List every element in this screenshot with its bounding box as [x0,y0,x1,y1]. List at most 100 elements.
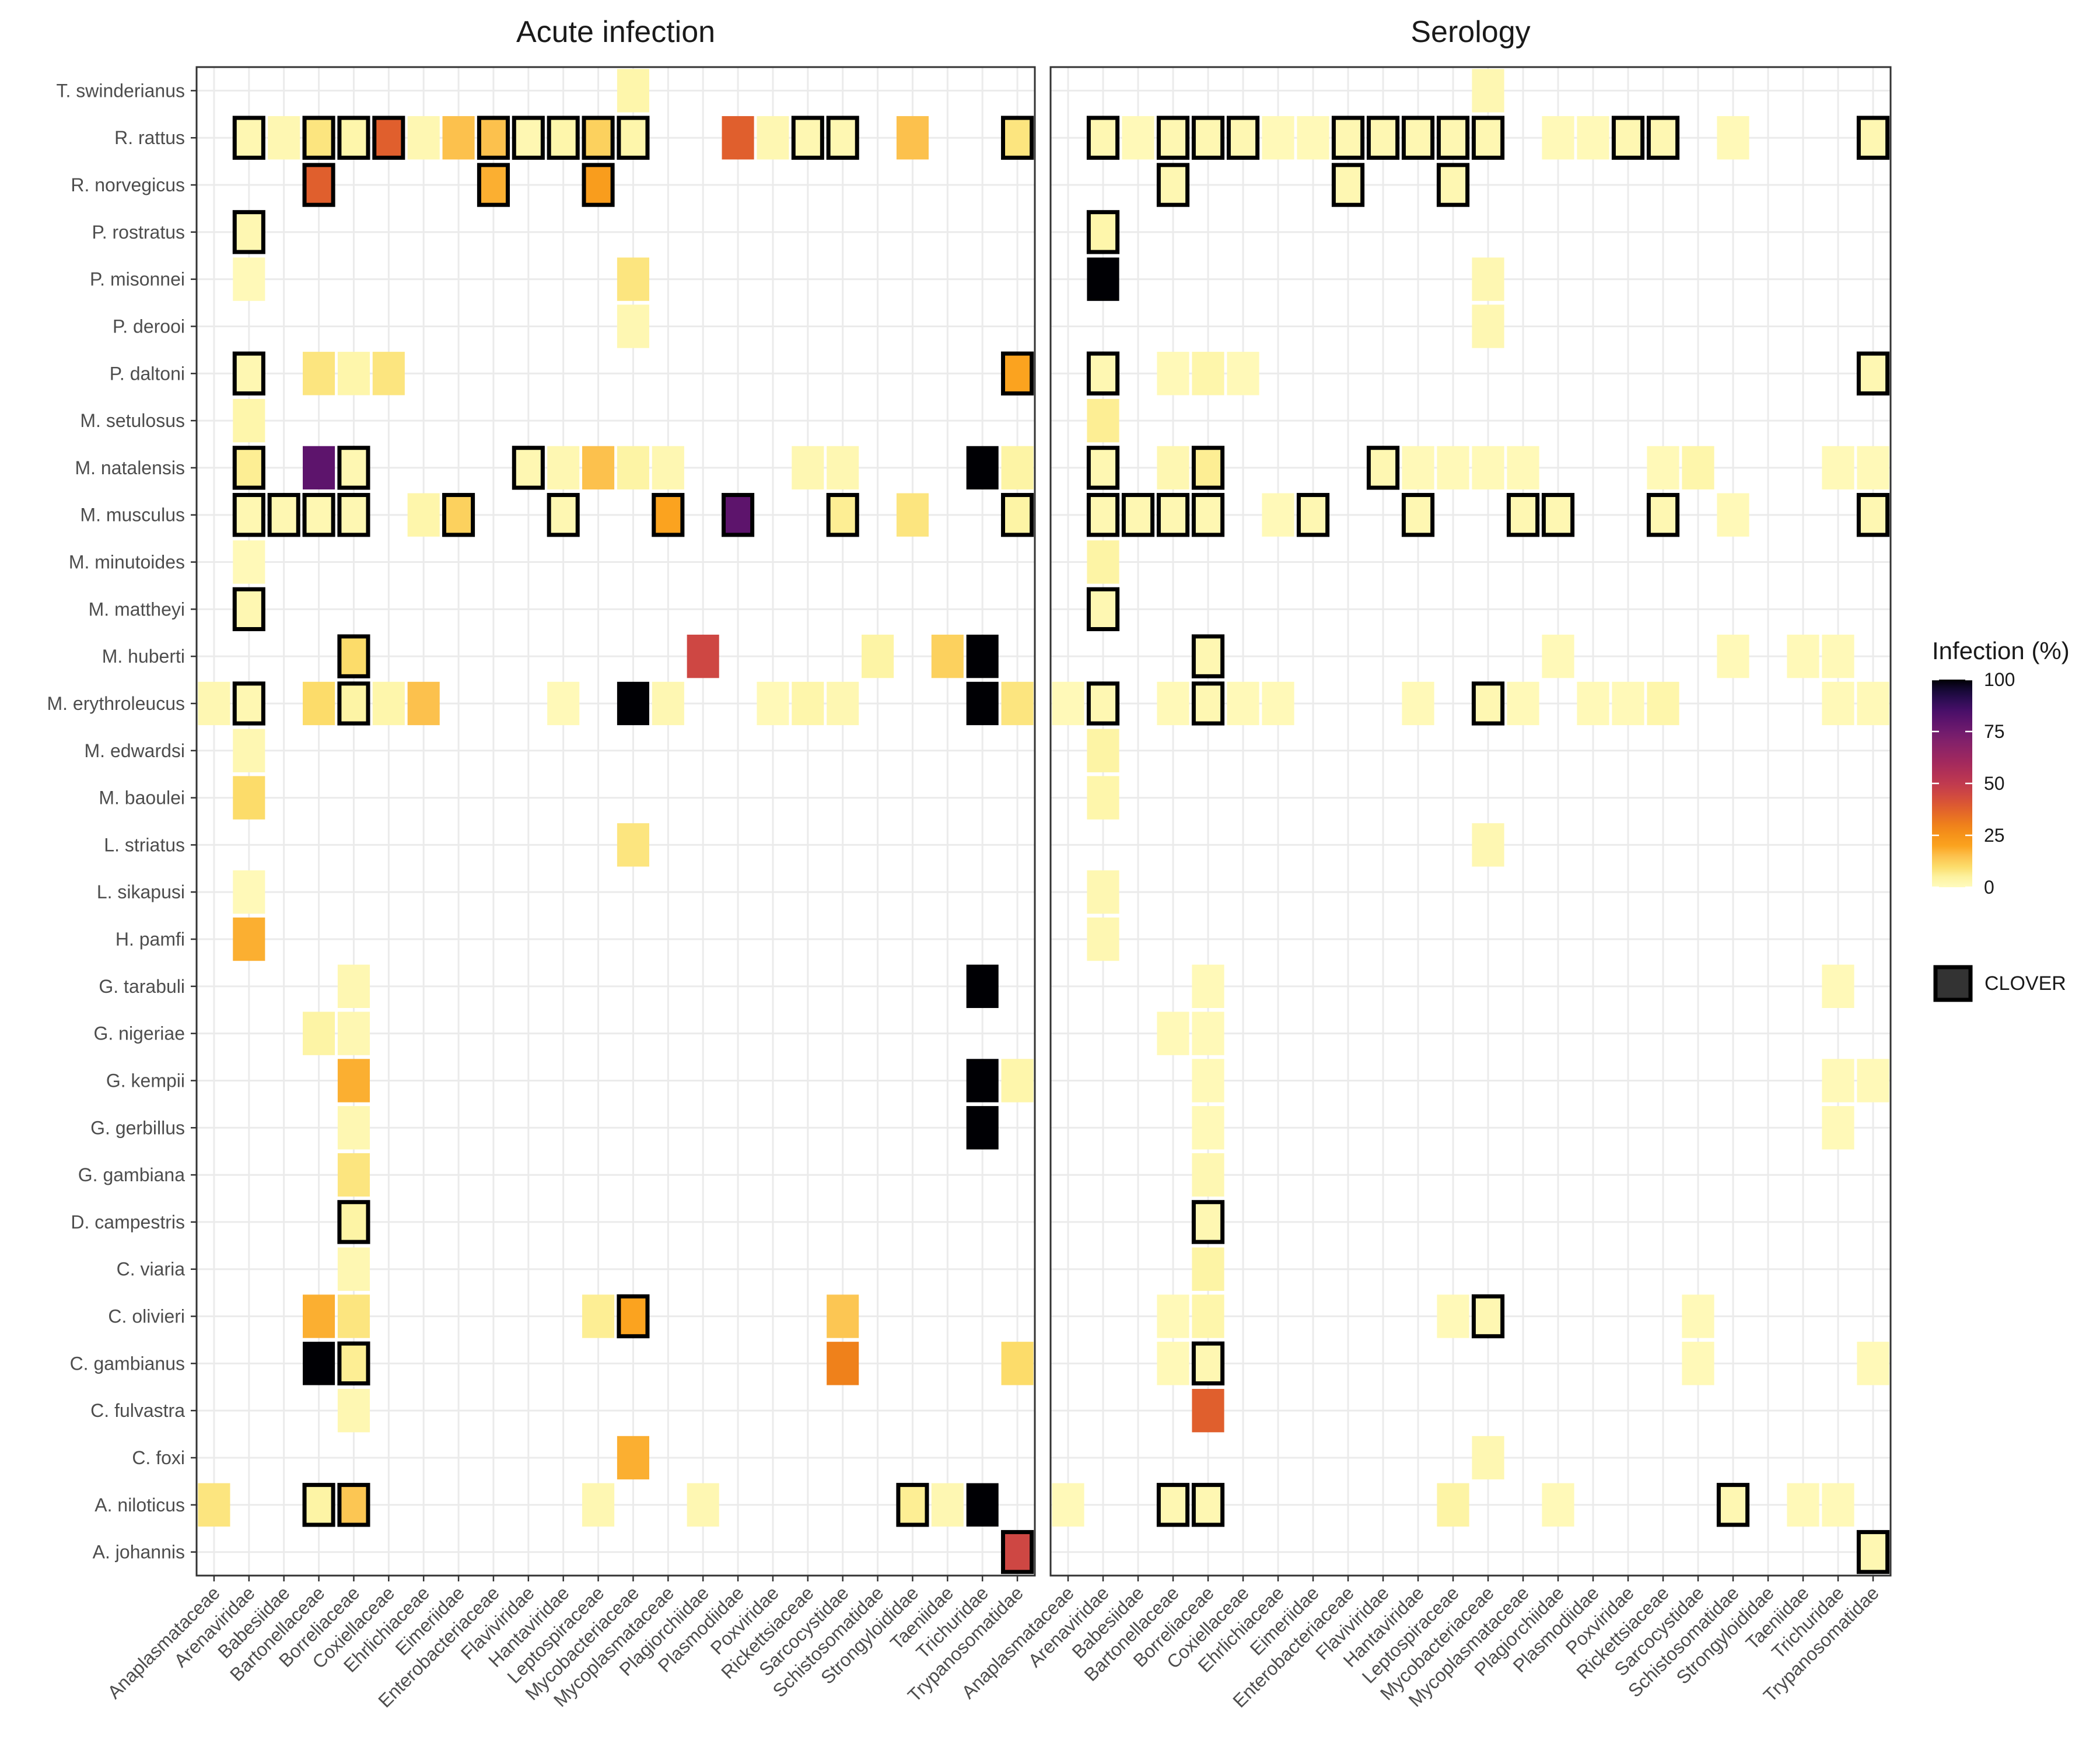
tile-m-natalensis-trichuridae [1822,446,1854,490]
tile-a-niloticus-borreliaceae [1192,1483,1224,1527]
y-label-m-mattheyi: M. mattheyi [89,598,185,620]
clover-outline-r-rattus-arenaviridae [1086,116,1120,160]
y-label-a-niloticus: A. niloticus [94,1494,185,1516]
tile-m-musculus-strongyloididae [896,493,929,537]
tile-a-niloticus-anaplasmataceae [198,1483,230,1527]
tile-m-erythroleucus-mycobacteriaceae [1472,681,1504,726]
tile-r-rattus-plagiorchiidae [1542,116,1574,160]
clover-outline-m-natalensis-flaviviridae [512,446,545,490]
tile-m-erythroleucus-sarcocystidae [827,681,859,726]
clover-outline-a-niloticus-strongyloididae [896,1483,929,1527]
y-label-m-minutoides: M. minutoides [69,552,185,573]
clover-outline-r-rattus-leptospiraceae [1436,116,1470,160]
clover-outline-m-musculus-arenaviridae [1086,493,1120,537]
colorbar-label-25: 25 [1984,825,2005,846]
tile-m-minutoides-arenaviridae [233,540,265,584]
tile-m-musculus-rickettsiaceae [1647,493,1679,537]
tile-m-huberti-taeniidae [1787,634,1819,678]
clover-outline-r-rattus-poxviridae [1611,116,1645,160]
clover-outline-m-natalensis-arenaviridae [1086,446,1120,490]
tile-c-olivieri-mycobacteriaceae [1472,1294,1504,1338]
tile-c-gambianus-trypanosomatidae [1857,1342,1889,1385]
tile-g-gambiana-borreliaceae [1192,1153,1224,1197]
tile-m-natalensis-rickettsiaceae [792,446,824,490]
tile-m-musculus-borreliaceae [337,493,370,537]
tile-m-erythroleucus-mycobacteriaceae [617,681,649,726]
clover-outline-r-norvegicus-enterobacteriaceae [477,163,510,207]
clover-outline-m-musculus-hantaviridae [547,493,580,537]
tile-c-olivieri-borreliaceae [1192,1294,1224,1338]
tile-m-erythroleucus-plasmodiidae [1577,681,1609,726]
clover-outline-p-daltoni-trypanosomatidae [1001,351,1034,396]
tile-m-musculus-plagiorchiidae [1542,493,1574,537]
clover-outline-m-natalensis-borreliaceae [1191,446,1225,490]
tile-p-misonnei-mycobacteriaceae [1472,257,1504,301]
tile-m-erythroleucus-hantaviridae [1402,681,1434,726]
clover-outline-m-natalensis-borreliaceae [337,446,370,490]
tile-r-rattus-eimeriidae [442,116,475,160]
tile-m-natalensis-mycoplasmataceae [1507,446,1539,490]
tile-g-gerbillus-trichuridae [1822,1106,1854,1150]
clover-legend-key [1933,965,1973,1002]
tile-m-natalensis-bartonellaceae [1157,446,1189,490]
y-label-l-sikapusi: L. sikapusi [97,881,185,902]
tile-r-rattus-flaviviridae [512,116,545,160]
tile-m-baoulei-arenaviridae [1087,776,1119,820]
tile-g-kempii-trichuridae [1822,1059,1854,1102]
tile-p-misonnei-arenaviridae [1087,257,1119,301]
tile-m-huberti-plagiorchiidae [687,634,719,678]
tile-r-rattus-ehrlichiaceae [407,116,440,160]
tile-r-rattus-strongyloididae [896,116,929,160]
clover-outline-r-rattus-bartonellaceae [1156,116,1190,160]
tile-c-viaria-borreliaceae [337,1247,370,1291]
tile-c-foxi-mycobacteriaceae [617,1436,649,1480]
tile-c-olivieri-bartonellaceae [303,1294,335,1338]
tile-a-johannis-trypanosomatidae [1857,1530,1889,1574]
tile-a-niloticus-bartonellaceae [303,1483,335,1527]
tile-r-rattus-mycobacteriaceae [617,116,649,160]
clover-outline-m-musculus-rickettsiaceae [1646,493,1680,537]
tile-d-campestris-borreliaceae [337,1200,370,1244]
clover-outline-m-musculus-bartonellaceae [302,493,335,537]
tile-r-norvegicus-enterobacteriaceae [477,163,510,207]
tile-a-niloticus-borreliaceae [337,1483,370,1527]
tile-p-derooi-mycobacteriaceae [617,304,649,348]
tile-m-erythroleucus-trichuridae [1822,681,1854,726]
colorbar-label-0: 0 [1984,877,1994,898]
tile-m-huberti-trichuridae [966,634,999,678]
tile-m-musculus-eimeriidae [442,493,475,537]
y-label-g-gerbillus: G. gerbillus [90,1117,185,1138]
tile-a-niloticus-anaplasmataceae [1052,1483,1084,1527]
clover-outline-m-erythroleucus-arenaviridae [1086,681,1120,726]
tile-m-erythroleucus-borreliaceae [1192,681,1224,726]
tile-p-misonnei-arenaviridae [233,257,265,301]
tile-g-gerbillus-borreliaceae [1192,1106,1224,1150]
clover-outline-p-daltoni-trypanosomatidae [1856,351,1890,396]
tile-m-huberti-schistosomatidae [1717,634,1749,678]
tile-r-rattus-flaviviridae [1367,116,1399,160]
clover-outline-a-niloticus-borreliaceae [337,1483,370,1527]
tile-m-natalensis-trypanosomatidae [1001,446,1034,490]
tile-m-musculus-plasmodiidae [722,493,754,537]
clover-outline-p-rostratus-arenaviridae [1086,210,1120,254]
clover-outline-r-rattus-coxiellaceae [1226,116,1260,160]
tile-m-erythroleucus-rickettsiaceae [1647,681,1679,726]
tile-c-gambianus-bartonellaceae [303,1342,335,1385]
tile-c-viaria-borreliaceae [1192,1247,1224,1291]
tile-g-tarabuli-trichuridae [1822,964,1854,1009]
tile-r-rattus-babesiidae [268,116,300,160]
tile-r-norvegicus-enterobacteriaceae [1332,163,1364,207]
y-label-d-campestris: D. campestris [71,1212,185,1233]
clover-outline-a-johannis-trypanosomatidae [1001,1530,1034,1574]
clover-outline-c-olivieri-mycobacteriaceae [617,1294,650,1339]
tile-p-daltoni-coxiellaceae [1227,352,1259,396]
clover-outline-m-musculus-arenaviridae [232,493,265,537]
tile-m-natalensis-hantaviridae [547,446,580,490]
clover-outlines [1086,116,1890,1574]
tile-p-rostratus-arenaviridae [1087,210,1119,254]
tile-g-kempii-trypanosomatidae [1001,1059,1034,1102]
tile-r-norvegicus-bartonellaceae [1157,163,1189,207]
tile-m-erythroleucus-arenaviridae [233,681,265,726]
tile-p-daltoni-arenaviridae [233,352,265,396]
tile-m-natalensis-mycoplasmataceae [652,446,684,490]
